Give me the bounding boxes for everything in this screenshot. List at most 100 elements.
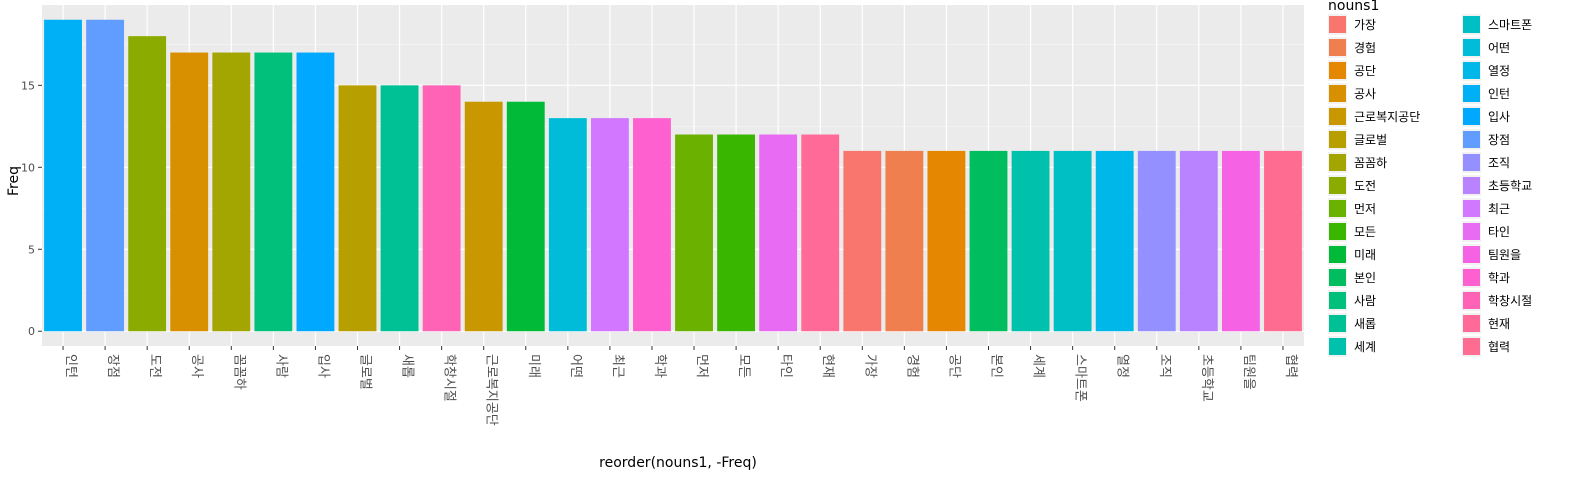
legend-key-학창시절	[1463, 292, 1480, 309]
x-tick-label: 경험	[904, 354, 919, 378]
bar-학창시절	[422, 85, 461, 332]
legend-label: 도전	[1354, 179, 1376, 193]
legend-key-인턴	[1463, 85, 1480, 102]
legend-key-근로복지공단	[1329, 108, 1346, 125]
legend-key-가장	[1329, 16, 1346, 33]
x-tick-label: 협력	[1283, 354, 1298, 378]
legend-label: 스마트폰	[1488, 18, 1532, 32]
legend-key-장점	[1463, 131, 1480, 148]
legend-title: nouns1	[1328, 0, 1379, 14]
legend-label: 장점	[1488, 133, 1510, 147]
legend-label: 공사	[1354, 87, 1376, 101]
legend-key-먼저	[1329, 200, 1346, 217]
legend-key-새롭	[1329, 315, 1346, 332]
x-tick-label: 어떤	[568, 354, 583, 378]
legend-key-글로벌	[1329, 131, 1346, 148]
bar-먼저	[675, 134, 713, 332]
legend-key-사람	[1329, 292, 1346, 309]
legend-label: 학창시절	[1488, 294, 1532, 308]
legend-key-어떤	[1463, 39, 1480, 56]
legend-key-스마트폰	[1463, 16, 1480, 33]
legend-label: 인턴	[1488, 87, 1510, 101]
y-tick-label: 5	[28, 243, 35, 256]
legend-key-경험	[1329, 39, 1346, 56]
legend-key-열정	[1463, 62, 1480, 79]
x-tick-label: 초등학교	[1199, 354, 1214, 402]
legend-key-미래	[1329, 246, 1346, 263]
bar-근로복지공단	[464, 101, 503, 332]
legend-label: 타인	[1488, 225, 1510, 239]
x-tick-label: 세계	[1031, 354, 1046, 378]
bar-새롭	[380, 85, 419, 332]
legend-key-현재	[1463, 315, 1480, 332]
x-tick-label: 스마트폰	[1073, 354, 1088, 402]
bar-초등학교	[1179, 150, 1218, 332]
legend-label: 모든	[1354, 225, 1376, 239]
bar-팀원을	[1221, 150, 1260, 332]
legend-key-최근	[1463, 200, 1480, 217]
x-tick-label: 미래	[526, 354, 541, 378]
x-tick-label: 모든	[736, 354, 751, 378]
legend-key-본인	[1329, 269, 1346, 286]
legend-label: 초등학교	[1488, 179, 1532, 193]
bar-사람	[254, 52, 293, 332]
x-tick-label: 글로벌	[358, 354, 373, 390]
legend-label: 가장	[1354, 18, 1376, 32]
bar-미래	[506, 101, 545, 332]
x-tick-label: 공사	[189, 354, 204, 378]
bar-학과	[633, 118, 671, 332]
bar-도전	[128, 36, 167, 332]
x-tick-label: 현재	[820, 354, 835, 378]
x-tick-label: 팀원을	[1241, 354, 1256, 390]
legend-label: 학과	[1488, 271, 1510, 285]
legend-label: 조직	[1488, 156, 1510, 170]
legend-key-조직	[1463, 154, 1480, 171]
x-tick-label: 새롭	[400, 354, 415, 378]
legend-key-모든	[1329, 223, 1346, 240]
legend-key-세계	[1329, 338, 1346, 355]
bar-현재	[801, 134, 840, 332]
bar-입사	[296, 52, 335, 332]
legend-label: 본인	[1354, 271, 1376, 285]
legend-label: 미래	[1354, 248, 1376, 262]
legend-key-팀원을	[1463, 246, 1480, 263]
legend-key-입사	[1463, 108, 1480, 125]
bar-타인	[759, 134, 798, 332]
bar-꼼꼼하	[212, 52, 251, 332]
x-tick-label: 사람	[273, 354, 288, 378]
y-tick-label: 15	[21, 79, 35, 92]
legend-label: 글로벌	[1354, 133, 1387, 147]
y-tick-label: 0	[28, 325, 35, 338]
legend-label: 열정	[1488, 64, 1510, 78]
x-tick-label: 가장	[862, 354, 877, 378]
x-tick-label: 열정	[1115, 354, 1130, 378]
legend-label: 꼼꼼하	[1354, 156, 1387, 170]
legend-key-꼼꼼하	[1329, 154, 1346, 171]
x-tick-label: 인턴	[63, 354, 78, 378]
legend-label: 공단	[1354, 64, 1376, 78]
legend-label: 최근	[1488, 202, 1510, 216]
bar-어떤	[548, 118, 587, 332]
legend-label: 근로복지공단	[1354, 110, 1420, 124]
x-tick-label: 최근	[610, 354, 625, 378]
bar-세계	[1011, 150, 1050, 332]
y-axis-title: Freq	[6, 166, 22, 196]
bar-스마트폰	[1053, 150, 1092, 332]
legend-key-초등학교	[1463, 177, 1480, 194]
legend-key-협력	[1463, 338, 1480, 355]
x-tick-label: 먼저	[694, 354, 709, 378]
legend-label: 경험	[1354, 41, 1376, 55]
legend-key-학과	[1463, 269, 1480, 286]
x-tick-label: 근로복지공단	[484, 354, 499, 426]
bar-열정	[1095, 150, 1134, 332]
legend-label: 새롭	[1354, 317, 1376, 331]
legend-label: 입사	[1488, 110, 1510, 124]
legend-key-공사	[1329, 85, 1346, 102]
bar-장점	[86, 19, 125, 332]
x-tick-label: 꼼꼼하	[231, 354, 246, 390]
bar-모든	[717, 134, 756, 332]
legend-label: 세계	[1354, 340, 1376, 354]
legend-label: 팀원을	[1488, 248, 1521, 262]
